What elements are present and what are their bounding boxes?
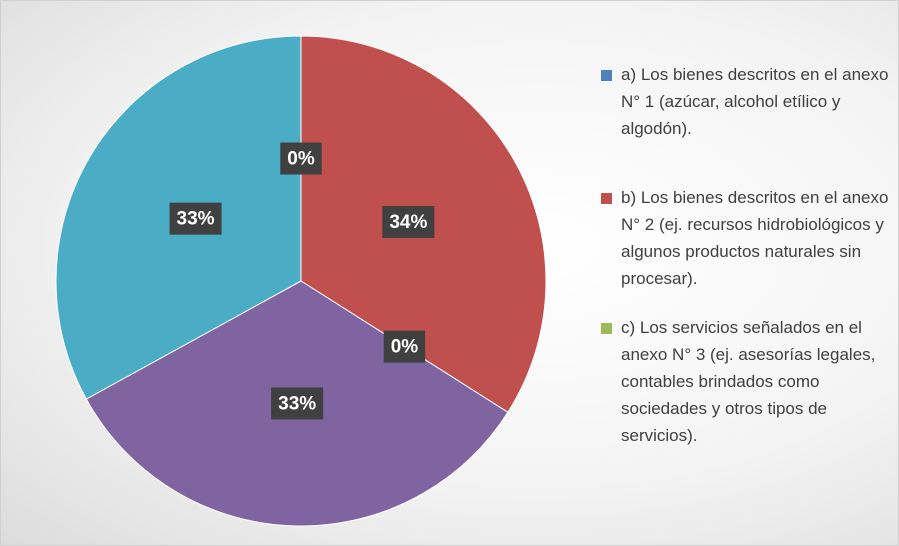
value-label-box xyxy=(169,202,222,235)
value-label: 33% xyxy=(278,393,316,414)
value-label: 33% xyxy=(177,209,215,230)
legend-label: b) Los bienes descritos en el anexo N° 2… xyxy=(621,188,889,288)
legend: a) Los bienes descritos en el anexo N° 1… xyxy=(601,61,891,449)
legend-swatch xyxy=(601,193,612,204)
value-label-box xyxy=(383,330,426,363)
legend-label: c) Los servicios señalados en el anexo N… xyxy=(621,318,876,445)
legend-item: a) Los bienes descritos en el anexo N° 1… xyxy=(601,61,889,142)
value-label: 0% xyxy=(287,149,315,170)
legend-item: b) Los bienes descritos en el anexo N° 2… xyxy=(601,184,889,292)
legend-swatch xyxy=(601,323,612,334)
value-label: 34% xyxy=(389,212,427,233)
value-label: 0% xyxy=(391,337,419,358)
value-label-box xyxy=(280,142,322,175)
legend-label: a) Los bienes descritos en el anexo N° 1… xyxy=(621,65,889,138)
value-label-box xyxy=(382,205,435,238)
legend-item: c) Los servicios señalados en el anexo N… xyxy=(601,314,889,449)
value-label-box xyxy=(271,387,324,420)
legend-swatch xyxy=(601,70,612,81)
